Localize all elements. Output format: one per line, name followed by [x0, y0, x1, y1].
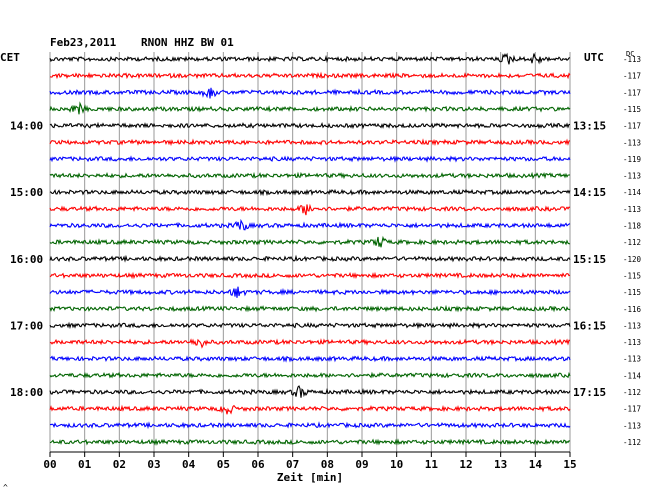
left-timezone-label: CET	[0, 51, 20, 64]
x-axis-title: Zeit [min]	[277, 471, 343, 484]
dc-offset-label: -115	[623, 105, 641, 114]
seismic-trace	[49, 138, 571, 147]
seismic-trace	[49, 338, 571, 349]
left-hour-label: 14:00	[10, 120, 43, 133]
seismic-trace	[49, 101, 571, 115]
dc-offset-label: -113	[623, 205, 641, 214]
x-tick-label: 13	[494, 458, 507, 471]
dc-offset-label: -113	[623, 421, 641, 430]
seismic-trace	[49, 271, 571, 280]
seismic-trace	[49, 254, 571, 263]
dc-offset-label: -112	[623, 238, 641, 247]
seismic-trace	[49, 121, 571, 130]
x-tick-label: 12	[459, 458, 472, 471]
seismic-trace	[49, 321, 571, 330]
dc-offset-label: -114	[623, 371, 642, 380]
seismic-trace	[49, 235, 571, 248]
x-axis-ticks: 00 01 02 03 04 05 06 07 08 09 10 11 12 13 14 15	[43, 452, 577, 471]
right-timezone-label: UTC	[584, 51, 604, 64]
x-tick-label: 15	[563, 458, 576, 471]
seismic-trace	[49, 385, 571, 398]
seismic-trace	[49, 404, 571, 415]
seismic-trace	[49, 371, 571, 379]
dc-offset-label: -115	[623, 288, 641, 297]
x-tick-label: 04	[182, 458, 196, 471]
right-hour-label: 15:15	[573, 253, 606, 266]
dc-header-label: DC	[626, 50, 634, 58]
seismic-trace	[49, 71, 571, 80]
right-hour-labels: 13:15 14:15 15:15 16:15 17:15	[573, 120, 606, 399]
dc-offset-label: -113	[623, 172, 641, 181]
x-tick-label: 14	[529, 458, 543, 471]
date-label: Feb23,2011	[50, 36, 117, 49]
dc-offset-labels: -113 -117 -117 -115 -117 -113 -119 -113 -114 -113…	[623, 55, 642, 447]
x-tick-label: 03	[147, 458, 160, 471]
x-tick-label: 10	[390, 458, 403, 471]
station-label: RNON HHZ BW 01	[141, 36, 234, 49]
dc-offset-label: -119	[623, 155, 641, 164]
dc-offset-label: -113	[623, 138, 641, 147]
dc-offset-label: -113	[623, 321, 641, 330]
dc-offset-label: -116	[623, 305, 642, 314]
left-hour-label: 15:00	[10, 186, 43, 199]
right-hour-label: 16:15	[573, 319, 606, 332]
right-hour-label: 17:15	[573, 386, 606, 399]
seismic-trace	[49, 438, 571, 446]
x-tick-label: 08	[321, 458, 334, 471]
dc-offset-label: -114	[623, 188, 642, 197]
x-tick-label: 09	[355, 458, 368, 471]
seismic-trace	[49, 421, 571, 430]
right-hour-label: 13:15	[573, 120, 606, 133]
dc-offset-label: -113	[623, 55, 641, 64]
seismic-trace	[49, 188, 571, 197]
seismic-trace	[49, 286, 571, 298]
seismic-trace	[49, 87, 571, 99]
right-hour-label: 14:15	[573, 186, 606, 199]
dc-offset-label: -113	[623, 338, 641, 347]
dc-offset-label: -117	[623, 88, 641, 97]
dc-offset-label: -115	[623, 271, 641, 280]
seismic-trace	[49, 171, 571, 180]
x-tick-label: 01	[78, 458, 92, 471]
dc-offset-label: -118	[623, 222, 642, 231]
seismic-trace	[49, 304, 571, 313]
left-hour-label: 17:00	[10, 319, 43, 332]
left-hour-label: 18:00	[10, 386, 43, 399]
left-hour-labels: 14:00 15:00 16:00 17:00 18:00	[10, 120, 43, 399]
dc-offset-label: -112	[623, 388, 641, 397]
dc-offset-label: -113	[623, 355, 641, 364]
corner-mark: ^	[3, 483, 8, 492]
vertical-gridlines	[49, 52, 571, 452]
dc-offset-label: -117	[623, 122, 641, 131]
x-tick-label: 05	[217, 458, 230, 471]
dc-offset-label: -112	[623, 438, 641, 447]
x-tick-label: 07	[286, 458, 299, 471]
x-tick-label: 00	[43, 458, 56, 471]
dc-offset-label: -117	[623, 405, 641, 414]
seismic-trace	[49, 52, 571, 65]
seismic-trace	[49, 155, 571, 163]
seismic-traces	[49, 52, 571, 446]
dc-offset-label: -117	[623, 72, 641, 81]
x-tick-label: 02	[113, 458, 126, 471]
seismic-trace	[49, 355, 571, 363]
dc-offset-label: -120	[623, 255, 642, 264]
x-tick-label: 06	[251, 458, 265, 471]
left-hour-label: 16:00	[10, 253, 43, 266]
seismic-trace	[49, 203, 571, 216]
x-tick-label: 11	[425, 458, 439, 471]
seismic-trace	[49, 218, 571, 231]
